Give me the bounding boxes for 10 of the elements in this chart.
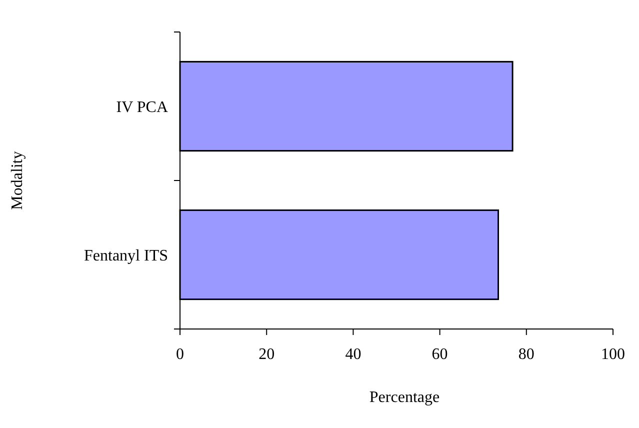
x-axis-title: Percentage [369,389,440,406]
x-tick-label: 20 [258,346,275,363]
x-tick-label: 0 [176,346,184,363]
y-tick-label: Fentanyl ITS [84,247,168,264]
x-tick-label: 40 [345,346,362,363]
y-axis-title: Modality [9,151,26,210]
x-tick-label: 80 [518,346,534,363]
x-tick-label: 60 [432,346,448,363]
x-tick-label: 100 [601,346,625,363]
y-tick-label: IV PCA [116,98,168,116]
